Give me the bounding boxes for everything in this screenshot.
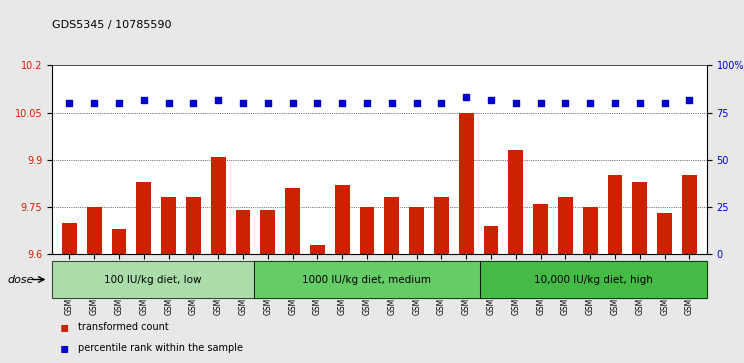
Point [336, 100, 348, 106]
Bar [508, 150, 523, 254]
Text: transformed count: transformed count [78, 322, 169, 332]
Point [187, 100, 199, 106]
Point [212, 97, 224, 103]
Text: percentile rank within the sample: percentile rank within the sample [78, 343, 243, 354]
Bar [161, 197, 176, 254]
Bar [62, 223, 77, 254]
Point [163, 100, 175, 106]
Point [435, 100, 447, 106]
Bar [459, 113, 474, 254]
Point [634, 100, 646, 106]
Point [584, 100, 596, 106]
Bar [409, 207, 424, 254]
Point [535, 100, 547, 106]
Point [89, 100, 100, 106]
Text: dose: dose [7, 274, 34, 285]
Point [312, 100, 324, 106]
Point [138, 97, 150, 103]
Point [63, 100, 75, 106]
Text: ▪: ▪ [60, 320, 69, 334]
Text: 1000 IU/kg diet, medium: 1000 IU/kg diet, medium [302, 274, 432, 285]
Bar [136, 182, 151, 254]
Point [684, 97, 696, 103]
Bar [682, 175, 697, 254]
Bar [533, 204, 548, 254]
Text: GDS5345 / 10785590: GDS5345 / 10785590 [52, 20, 172, 30]
Point [386, 100, 398, 106]
Bar [359, 207, 374, 254]
Bar [310, 245, 325, 254]
Bar [186, 197, 201, 254]
Text: ▪: ▪ [60, 342, 69, 355]
Bar [385, 197, 400, 254]
Point [286, 100, 298, 106]
Point [485, 97, 497, 103]
Text: 10,000 IU/kg diet, high: 10,000 IU/kg diet, high [534, 274, 653, 285]
Point [559, 100, 571, 106]
Bar [335, 185, 350, 254]
Point [361, 100, 373, 106]
Bar [632, 182, 647, 254]
Point [658, 100, 670, 106]
Point [461, 94, 472, 100]
Bar [608, 175, 623, 254]
Text: 100 IU/kg diet, low: 100 IU/kg diet, low [104, 274, 202, 285]
Bar [211, 156, 225, 254]
Bar [583, 207, 597, 254]
Bar [260, 210, 275, 254]
Point [262, 100, 274, 106]
Bar [112, 229, 126, 254]
Point [411, 100, 423, 106]
Point [237, 100, 249, 106]
Bar [236, 210, 251, 254]
Bar [434, 197, 449, 254]
Point [510, 100, 522, 106]
Bar [558, 197, 573, 254]
Point [113, 100, 125, 106]
Point [609, 100, 621, 106]
Bar [285, 188, 300, 254]
Bar [657, 213, 672, 254]
Bar [484, 226, 498, 254]
Bar [87, 207, 102, 254]
